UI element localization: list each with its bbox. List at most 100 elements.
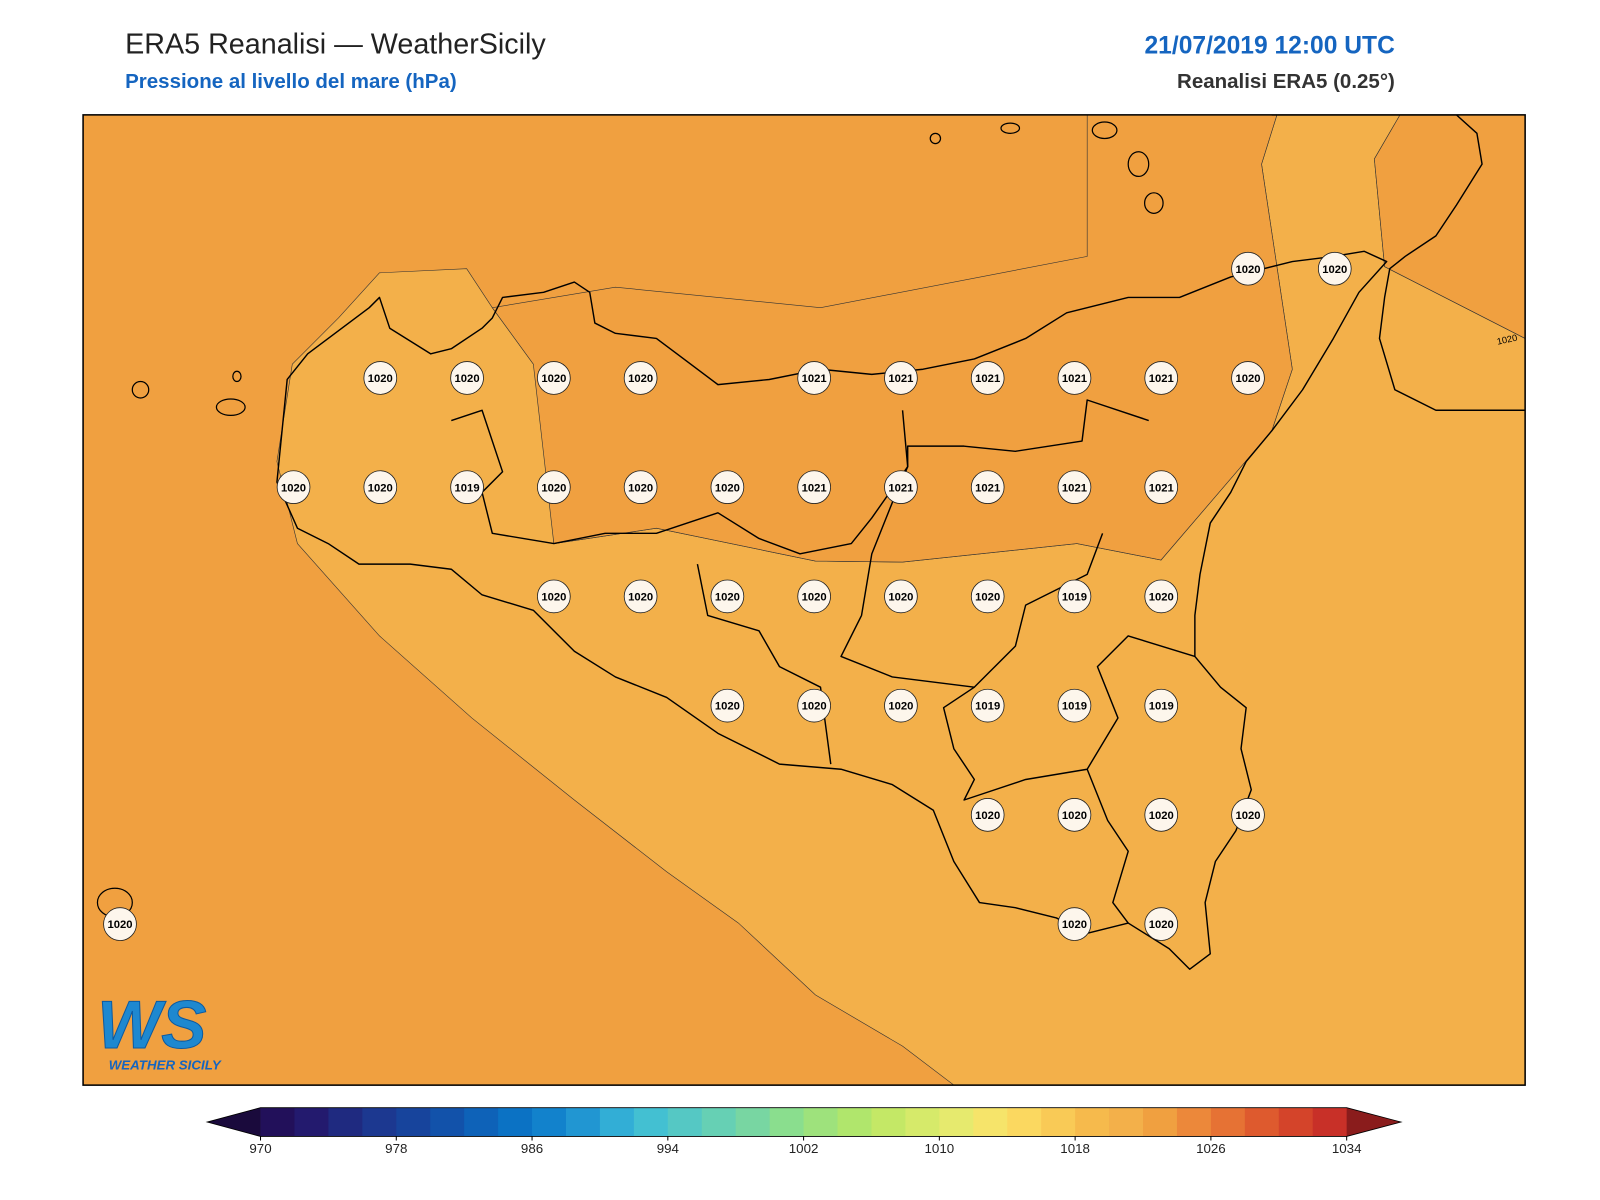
colorbar-segment: [1143, 1107, 1178, 1137]
station-label: 1020: [628, 482, 653, 494]
colorbar-segment: [1176, 1107, 1212, 1137]
colorbar-over: [1346, 1107, 1402, 1137]
logo-mark: WS: [97, 988, 206, 1063]
colorbar-tick-label: 1018: [1060, 1141, 1090, 1156]
station-marker: [1317, 251, 1352, 286]
station-marker: [970, 798, 1005, 832]
station-marker: [710, 470, 745, 504]
island: [215, 398, 246, 416]
station-label: 1019: [1062, 592, 1087, 604]
station-label: 1020: [368, 482, 393, 494]
station-marker: [797, 470, 831, 504]
station-label: 1020: [1235, 373, 1260, 385]
station-label: 1020: [541, 482, 566, 494]
island: [131, 380, 150, 399]
station-label: 1020: [107, 919, 132, 931]
station-label: 1020: [715, 701, 740, 713]
station-label: 1021: [802, 482, 827, 494]
station-label: 1020: [628, 373, 653, 385]
colorbar-segment: [939, 1107, 974, 1137]
colorbar-segment: [396, 1107, 431, 1137]
colorbar-segment: [498, 1107, 533, 1137]
colorbar-tick-label: 1002: [789, 1141, 819, 1156]
coastline: [1271, 114, 1526, 411]
station-marker: [797, 579, 831, 614]
station-marker: [1144, 688, 1179, 723]
colorbar-segment: [294, 1107, 329, 1137]
station-marker: [970, 688, 1005, 723]
date: 21/07/2019 12:00 UTC: [1144, 32, 1395, 59]
station-marker: [884, 579, 918, 614]
station-label: 1020: [1149, 592, 1174, 604]
colorbar-segment: [973, 1107, 1008, 1137]
colorbar-segment: [871, 1107, 906, 1137]
station-marker: [1144, 579, 1179, 614]
colorbar-tick-label: 970: [249, 1141, 271, 1156]
colorbar-tick-label: 986: [521, 1141, 543, 1156]
station-marker: [1057, 470, 1092, 504]
colorbar-segment: [1312, 1107, 1348, 1137]
station-label: 1021: [975, 373, 1000, 385]
station-label: 1020: [1235, 264, 1260, 276]
colorbar-segment: [701, 1107, 737, 1137]
colorbar-segment: [362, 1107, 397, 1137]
station-marker: [1231, 361, 1265, 395]
station-label: 1021: [1149, 482, 1174, 494]
station-marker: [1144, 361, 1179, 395]
station-label: 1021: [888, 373, 913, 385]
island: [1091, 121, 1118, 140]
subtitle: Pressione al livello del mare (hPa): [125, 70, 457, 93]
station-label: 1020: [1322, 264, 1347, 276]
station-marker: [710, 688, 745, 723]
station-marker: [363, 470, 398, 504]
colorbar-segment: [1075, 1107, 1110, 1137]
station-label: 1020: [715, 482, 740, 494]
station-label: 1020: [1235, 810, 1260, 822]
colorbar-tick-label: 1010: [925, 1141, 955, 1156]
station-marker: [970, 470, 1005, 504]
station-marker: [276, 470, 311, 504]
colorbar-segment: [769, 1107, 805, 1137]
station-marker: [1144, 907, 1179, 941]
colorbar-segment: [599, 1107, 635, 1137]
colorbar-tick-label: 978: [385, 1141, 407, 1156]
station-marker: [623, 579, 658, 614]
station-marker: [1231, 798, 1265, 832]
station-marker: [450, 361, 484, 395]
colorbar-segment: [735, 1107, 771, 1137]
colorbar-segment: [837, 1107, 872, 1137]
contour-label: 1020: [1496, 333, 1518, 347]
station-marker: [1057, 579, 1092, 614]
source: Reanalisi ERA5 (0.25°): [1177, 70, 1395, 93]
colorbar-tick-label: 1026: [1196, 1141, 1226, 1156]
station-marker: [1057, 688, 1092, 723]
colorbar-segment: [1007, 1107, 1042, 1137]
station-label: 1020: [455, 373, 480, 385]
colorbar-segment: [1278, 1107, 1314, 1137]
station-label: 1021: [1062, 373, 1087, 385]
station-marker: [1057, 798, 1092, 832]
logo-name: WEATHER SICILY: [109, 1058, 222, 1073]
colorbar-segment: [1109, 1107, 1144, 1137]
colorbar-under: [207, 1107, 261, 1137]
colorbar-tick-label: 1034: [1332, 1141, 1362, 1156]
station-marker: [884, 470, 918, 504]
pressure-field: [1374, 114, 1526, 339]
colorbar-segment: [667, 1107, 703, 1137]
island: [929, 132, 942, 145]
colorbar-segment: [260, 1107, 295, 1137]
station-label: 1020: [715, 592, 740, 604]
region-border: [451, 399, 1149, 555]
station-marker: [537, 470, 571, 504]
station-marker: [797, 688, 831, 723]
station-marker: [970, 361, 1005, 395]
colorbar-segment: [905, 1107, 940, 1137]
station-label: 1020: [888, 592, 913, 604]
title: ERA5 Reanalisi — WeatherSicily: [125, 28, 546, 60]
station-label: 1019: [1062, 701, 1087, 713]
region-border: [942, 635, 1196, 801]
coastline: [276, 250, 1388, 970]
station-label: 1020: [628, 592, 653, 604]
station-marker: [1057, 907, 1092, 941]
